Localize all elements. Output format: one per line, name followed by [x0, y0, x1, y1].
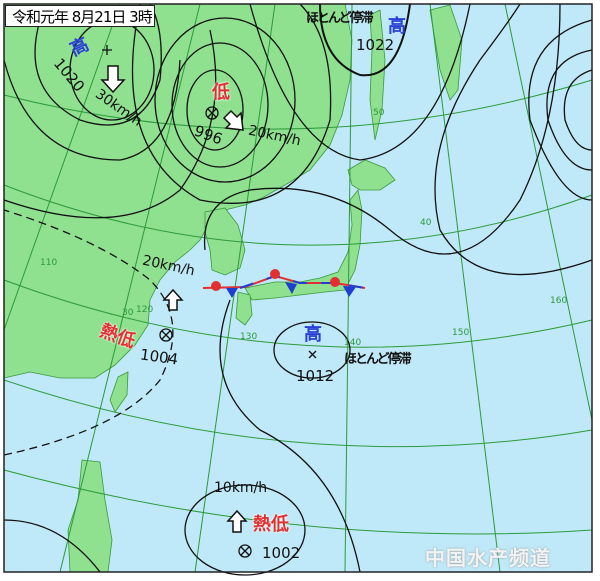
japan-honshu [244, 189, 363, 301]
grid-label: 30 [122, 308, 134, 318]
lat-lon-grid [3, 3, 593, 573]
pressure-label: 1022 [356, 36, 395, 54]
warm-front-mark [211, 281, 221, 291]
grid-label: 140 [344, 338, 362, 348]
sakhalin [369, 9, 386, 141]
korea [204, 207, 246, 276]
pressure-label: 1002 [262, 544, 301, 562]
low-center-icon [205, 106, 219, 120]
kyushu [235, 291, 253, 326]
center-marks [102, 45, 317, 558]
high-label: 高 [304, 324, 322, 345]
tropical-low-label: 熱低 [253, 514, 289, 535]
kamchatka [429, 4, 463, 101]
cold-front-mark [285, 282, 297, 294]
low-center-icon [159, 328, 173, 342]
cold-front-mark [343, 286, 356, 297]
grid-label: 110 [40, 258, 58, 268]
arrow-up-icon [162, 288, 184, 311]
arrow-up-icon [226, 509, 248, 533]
stationary-front [202, 269, 366, 298]
taiwan [109, 371, 129, 413]
low-center-icon [238, 544, 252, 558]
map-title: 令和元年 8月21日 3時 [5, 5, 155, 27]
speed-label: 10km/h [214, 480, 268, 496]
hokkaido [347, 159, 396, 191]
isobars [3, 3, 593, 576]
low-label: 低 [212, 82, 230, 103]
grid-label: 160 [550, 296, 568, 306]
pressure-label: 1012 [296, 367, 335, 385]
grid-label: 40 [420, 218, 432, 228]
arrow-southeast-icon [222, 109, 244, 131]
warm-front-mark [330, 277, 340, 287]
grid-label: 50 [373, 108, 385, 118]
warm-front-mark [270, 269, 280, 279]
grid-label: 150 [452, 328, 470, 338]
plus-center-icon [102, 45, 112, 55]
grid-label: 130 [240, 332, 258, 342]
watermark: 中国水产频道 [425, 546, 551, 570]
motion-arrows [100, 65, 248, 533]
grid-label: 120 [136, 305, 154, 315]
motion-label: ほとんど停滞 [344, 352, 412, 367]
high-label: 高 [388, 16, 406, 37]
motion-label: ほとんど停滞 [306, 11, 374, 26]
high-center-icon [308, 350, 317, 359]
cold-front-mark [226, 288, 238, 298]
arrow-down-icon [100, 65, 126, 94]
